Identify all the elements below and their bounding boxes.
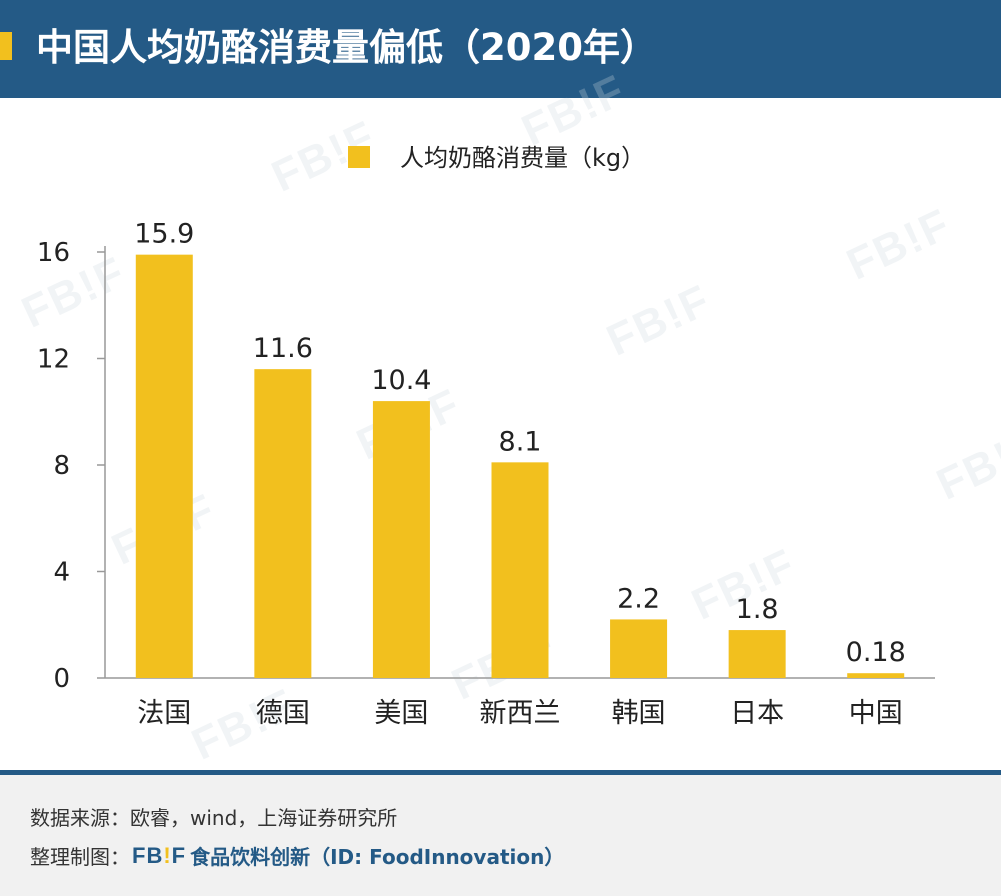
header-bar: 中国人均奶酪消费量偏低（2020年）	[0, 0, 1001, 98]
x-tick-label: 法国	[137, 698, 191, 729]
credit-prefix: 整理制图：	[30, 845, 130, 869]
bar	[728, 630, 786, 678]
y-tick-label: 8	[53, 451, 70, 481]
data-label: 2.2	[617, 583, 660, 614]
y-tick-label: 12	[37, 345, 70, 375]
x-tick-labels: 法国 德国 美国 新西兰 韩国 日本 中国	[137, 698, 902, 729]
data-label: 11.6	[253, 333, 313, 364]
brand-logo: FB!F	[132, 842, 187, 868]
bar	[135, 254, 193, 678]
y-tick-label: 4	[53, 558, 70, 588]
bars	[135, 254, 905, 678]
header-accent-mark	[0, 32, 12, 60]
data-label: 10.4	[371, 365, 431, 396]
x-tick-label: 德国	[256, 698, 310, 729]
y-axis: 0 4 8 12 16	[37, 238, 106, 694]
data-label: 1.8	[736, 594, 779, 625]
chart-title: 中国人均奶酪消费量偏低（2020年）	[36, 26, 657, 69]
bar	[610, 619, 668, 678]
x-tick-label: 中国	[849, 698, 903, 729]
data-label: 15.9	[134, 219, 194, 250]
x-tick-label: 韩国	[612, 698, 666, 729]
y-tick-label: 16	[37, 238, 70, 268]
bar	[254, 369, 312, 678]
x-tick-label: 新西兰	[480, 698, 561, 729]
bar-chart: 人均奶酪消费量（kg） 0 4 8 12 16 15.9 11.6 10.4 8.1 2.2 1.…	[37, 144, 935, 729]
bar	[491, 462, 549, 678]
legend-label: 人均奶酪消费量（kg）	[400, 144, 645, 172]
y-tick-label: 0	[53, 664, 70, 694]
bar	[372, 401, 430, 678]
data-label: 8.1	[499, 426, 542, 457]
chart-legend: 人均奶酪消费量（kg）	[348, 144, 645, 172]
credit-line: 整理制图： FB!F 食品饮料创新（ID: FoodInnovation）	[30, 841, 564, 870]
bar	[847, 673, 905, 678]
data-label: 0.18	[846, 637, 906, 668]
value-labels: 15.9 11.6 10.4 8.1 2.2 1.8 0.18	[134, 219, 906, 669]
footer: 数据来源：欧睿，wind，上海证券研究所 整理制图： FB!F 食品饮料创新（I…	[0, 775, 1001, 896]
data-source: 数据来源：欧睿，wind，上海证券研究所	[30, 806, 398, 830]
footer-divider	[0, 770, 1001, 775]
x-tick-label: 日本	[730, 698, 784, 729]
legend-swatch	[348, 146, 370, 168]
x-tick-label: 美国	[374, 698, 428, 729]
brand-name: 食品饮料创新（ID: FoodInnovation）	[190, 845, 565, 869]
